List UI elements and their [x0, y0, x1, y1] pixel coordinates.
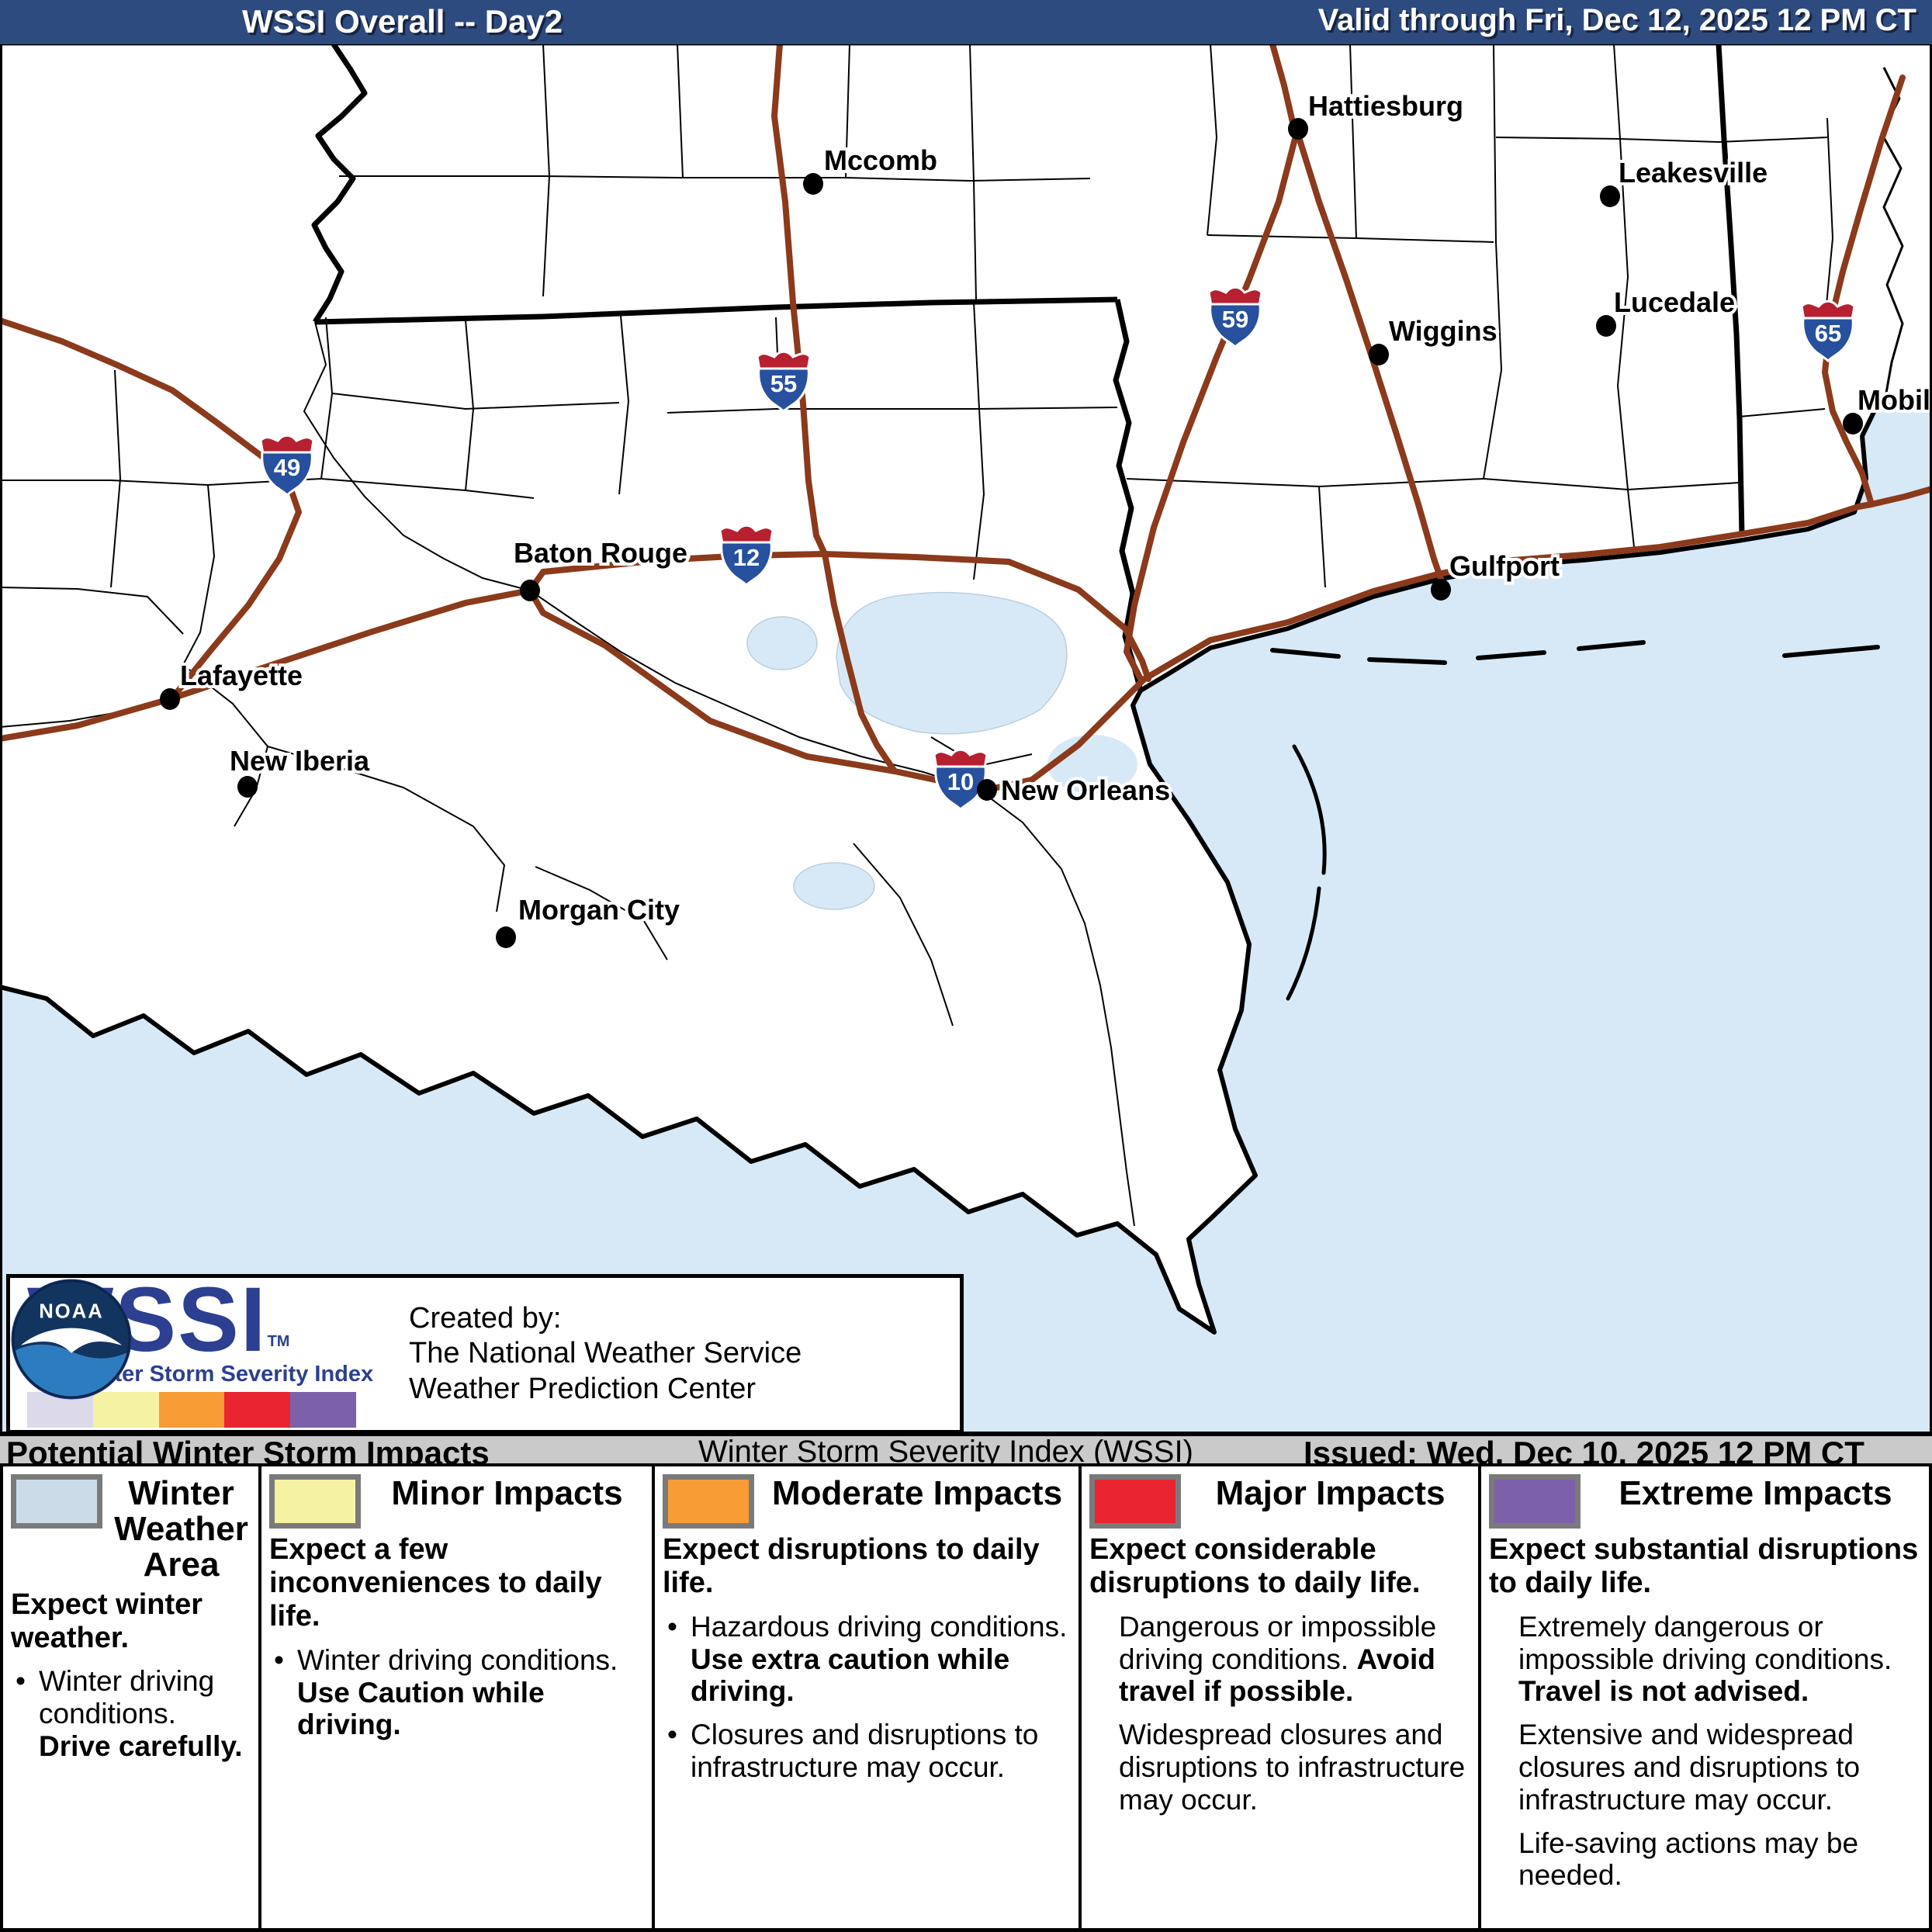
- legend-column-winter-weather-area: Winter Weather Area Expect winter weather…: [3, 1466, 261, 1928]
- legend-swatch: [663, 1474, 754, 1529]
- impact-legend: Winter Weather Area Expect winter weather…: [0, 1466, 1932, 1932]
- severity-swatch-3: [224, 1392, 291, 1428]
- city-label: Mccomb: [824, 144, 937, 176]
- page-title: WSSI Overall -- Day2: [242, 3, 563, 40]
- created-by-text: Created by: The National Weather Service…: [409, 1301, 802, 1407]
- interstate-59-shield: 59: [1207, 286, 1263, 349]
- legend-text: Expect substantial disruptions to daily …: [1489, 1533, 1919, 1599]
- city-dot: [803, 173, 823, 195]
- city-label: Leakesville: [1619, 157, 1768, 189]
- svg-text:55: 55: [770, 370, 797, 397]
- mississippi-river: [303, 321, 1135, 1227]
- county-boundaries: [0, 44, 1834, 1027]
- impacts-heading: Potential Winter Storm Impacts: [6, 1435, 490, 1471]
- legend-title: Major Impacts: [1215, 1474, 1446, 1512]
- city-label: Wiggins: [1389, 315, 1497, 347]
- legend-swatch: [11, 1474, 102, 1529]
- legend-text: Extremely dangerous or impossible drivin…: [1518, 1610, 1892, 1708]
- legend-column-moderate-impacts: Moderate Impacts Expect disruptions to da…: [655, 1466, 1082, 1928]
- svg-text:49: 49: [274, 454, 300, 481]
- wssi-subtitle: Winter Storm Severity Index (WSSI): [698, 1435, 1193, 1469]
- city-label: Hattiesburg: [1308, 90, 1463, 122]
- legend-text: Expect disruptions to daily life.: [663, 1533, 1040, 1599]
- coastline: [0, 400, 1932, 1335]
- city-dot: [1596, 315, 1616, 337]
- noaa-logo-icon: NOAA: [12, 1279, 131, 1399]
- interstate-55-shield: 55: [756, 350, 812, 414]
- severity-swatch-4: [290, 1392, 356, 1428]
- status-bar: Potential Winter Storm Impacts Winter St…: [0, 1434, 1932, 1471]
- legend-text: Closures and disruptions to infrastructu…: [663, 1719, 1069, 1784]
- legend-swatch: [1089, 1474, 1181, 1529]
- org-line2: Weather Prediction Center: [409, 1372, 757, 1405]
- legend-column-extreme-impacts: Extreme Impacts Expect substantial disrup…: [1481, 1466, 1929, 1928]
- city-dot: [1369, 344, 1389, 365]
- lake-salvador: [793, 862, 875, 910]
- legend-text: Expect winter weather.: [11, 1587, 203, 1654]
- svg-text:59: 59: [1222, 306, 1248, 333]
- svg-text:65: 65: [1815, 320, 1841, 347]
- legend-text: Expect a few inconveniences to daily lif…: [269, 1533, 602, 1633]
- city-label: Mobile: [1858, 384, 1932, 416]
- interstate-10-shield: 10: [933, 748, 989, 812]
- legend-column-minor-impacts: Minor Impacts Expect a few inconveniences…: [261, 1466, 655, 1928]
- severity-swatch-1: [92, 1392, 159, 1428]
- city-dot: [1600, 185, 1620, 207]
- legend-text: Extensive and widespread closures and di…: [1518, 1719, 1861, 1816]
- svg-text:NOAA: NOAA: [39, 1300, 103, 1322]
- city-dot: [496, 926, 516, 948]
- city-label: New Iberia: [230, 745, 370, 777]
- wssi-info-box: WSSITM The Winter Storm Severity Index N…: [6, 1274, 964, 1434]
- city-markers: Mccomb Hattiesburg Leakesville Lucedale Wigg…: [160, 87, 1932, 948]
- city-label: Baton Rouge: [514, 537, 687, 569]
- city-label: New Orleans: [1001, 774, 1170, 806]
- legend-text: Winter driving conditions. Use Caution w…: [269, 1644, 642, 1741]
- legend-title: Moderate Impacts: [771, 1474, 1063, 1512]
- city-dot: [520, 580, 540, 601]
- legend-title: Winter Weather Area: [114, 1474, 248, 1584]
- gulf-water: [0, 403, 1932, 1434]
- created-by-label: Created by:: [409, 1301, 562, 1335]
- city-dot: [160, 688, 180, 710]
- legend-text: Life-saving actions may be needed.: [1518, 1826, 1859, 1892]
- interstate-65-shield: 65: [1800, 299, 1856, 363]
- svg-text:12: 12: [733, 544, 760, 571]
- legend-text: Winter driving conditions. Drive careful…: [11, 1665, 249, 1762]
- city-dot: [1843, 413, 1863, 435]
- legend-text: Widespread closures and disruptions to i…: [1119, 1719, 1466, 1816]
- title-bar: WSSI Overall -- Day2 Valid through Fri, …: [0, 0, 1932, 44]
- city-label: Lafayette: [180, 660, 303, 691]
- legend-swatch: [1489, 1474, 1581, 1529]
- interstate-shields: 49 55 12 10 59 65: [259, 286, 1856, 812]
- lake-maurepas: [746, 616, 818, 670]
- issued-label: Issued: Wed, Dec 10, 2025 12 PM CT: [1304, 1435, 1864, 1471]
- barrier-islands: [1270, 640, 1880, 1001]
- interstate-49-shield: 49: [259, 434, 315, 497]
- interstate-roads: [0, 44, 1932, 793]
- city-dot: [1431, 579, 1451, 601]
- severity-swatch-2: [158, 1392, 225, 1428]
- lake-pontchartrain: [836, 591, 1068, 735]
- legend-text: Hazardous driving conditions. Use extra …: [663, 1611, 1069, 1708]
- legend-text: Dangerous or impossible driving conditio…: [1119, 1610, 1437, 1708]
- city-label: Gulfport: [1449, 550, 1560, 582]
- org-line1: The National Weather Service: [409, 1337, 802, 1370]
- interstate-12-shield: 12: [718, 524, 774, 587]
- legend-title: Minor Impacts: [391, 1474, 623, 1512]
- city-dot: [977, 779, 997, 801]
- legend-text: Expect considerable disruptions to daily…: [1089, 1533, 1421, 1599]
- city-dot: [1288, 118, 1308, 140]
- city-label: Lucedale: [1614, 286, 1735, 318]
- map-canvas: 49 55 12 10 59 65 Mccomb Hattiesburg Leakesville…: [0, 44, 1932, 1434]
- svg-text:10: 10: [947, 768, 974, 795]
- valid-through-label: Valid through Fri, Dec 12, 2025 12 PM CT: [1317, 3, 1916, 37]
- weather-map: 49 55 12 10 59 65 Mccomb Hattiesburg Leakesville…: [0, 44, 1932, 1434]
- city-dot: [237, 776, 258, 798]
- legend-swatch: [269, 1474, 361, 1529]
- trademark: TM: [267, 1332, 290, 1350]
- legend-title: Extreme Impacts: [1619, 1474, 1892, 1512]
- city-label: Morgan City: [518, 894, 680, 926]
- legend-column-major-impacts: Major Impacts Expect considerable disrupt…: [1082, 1466, 1481, 1928]
